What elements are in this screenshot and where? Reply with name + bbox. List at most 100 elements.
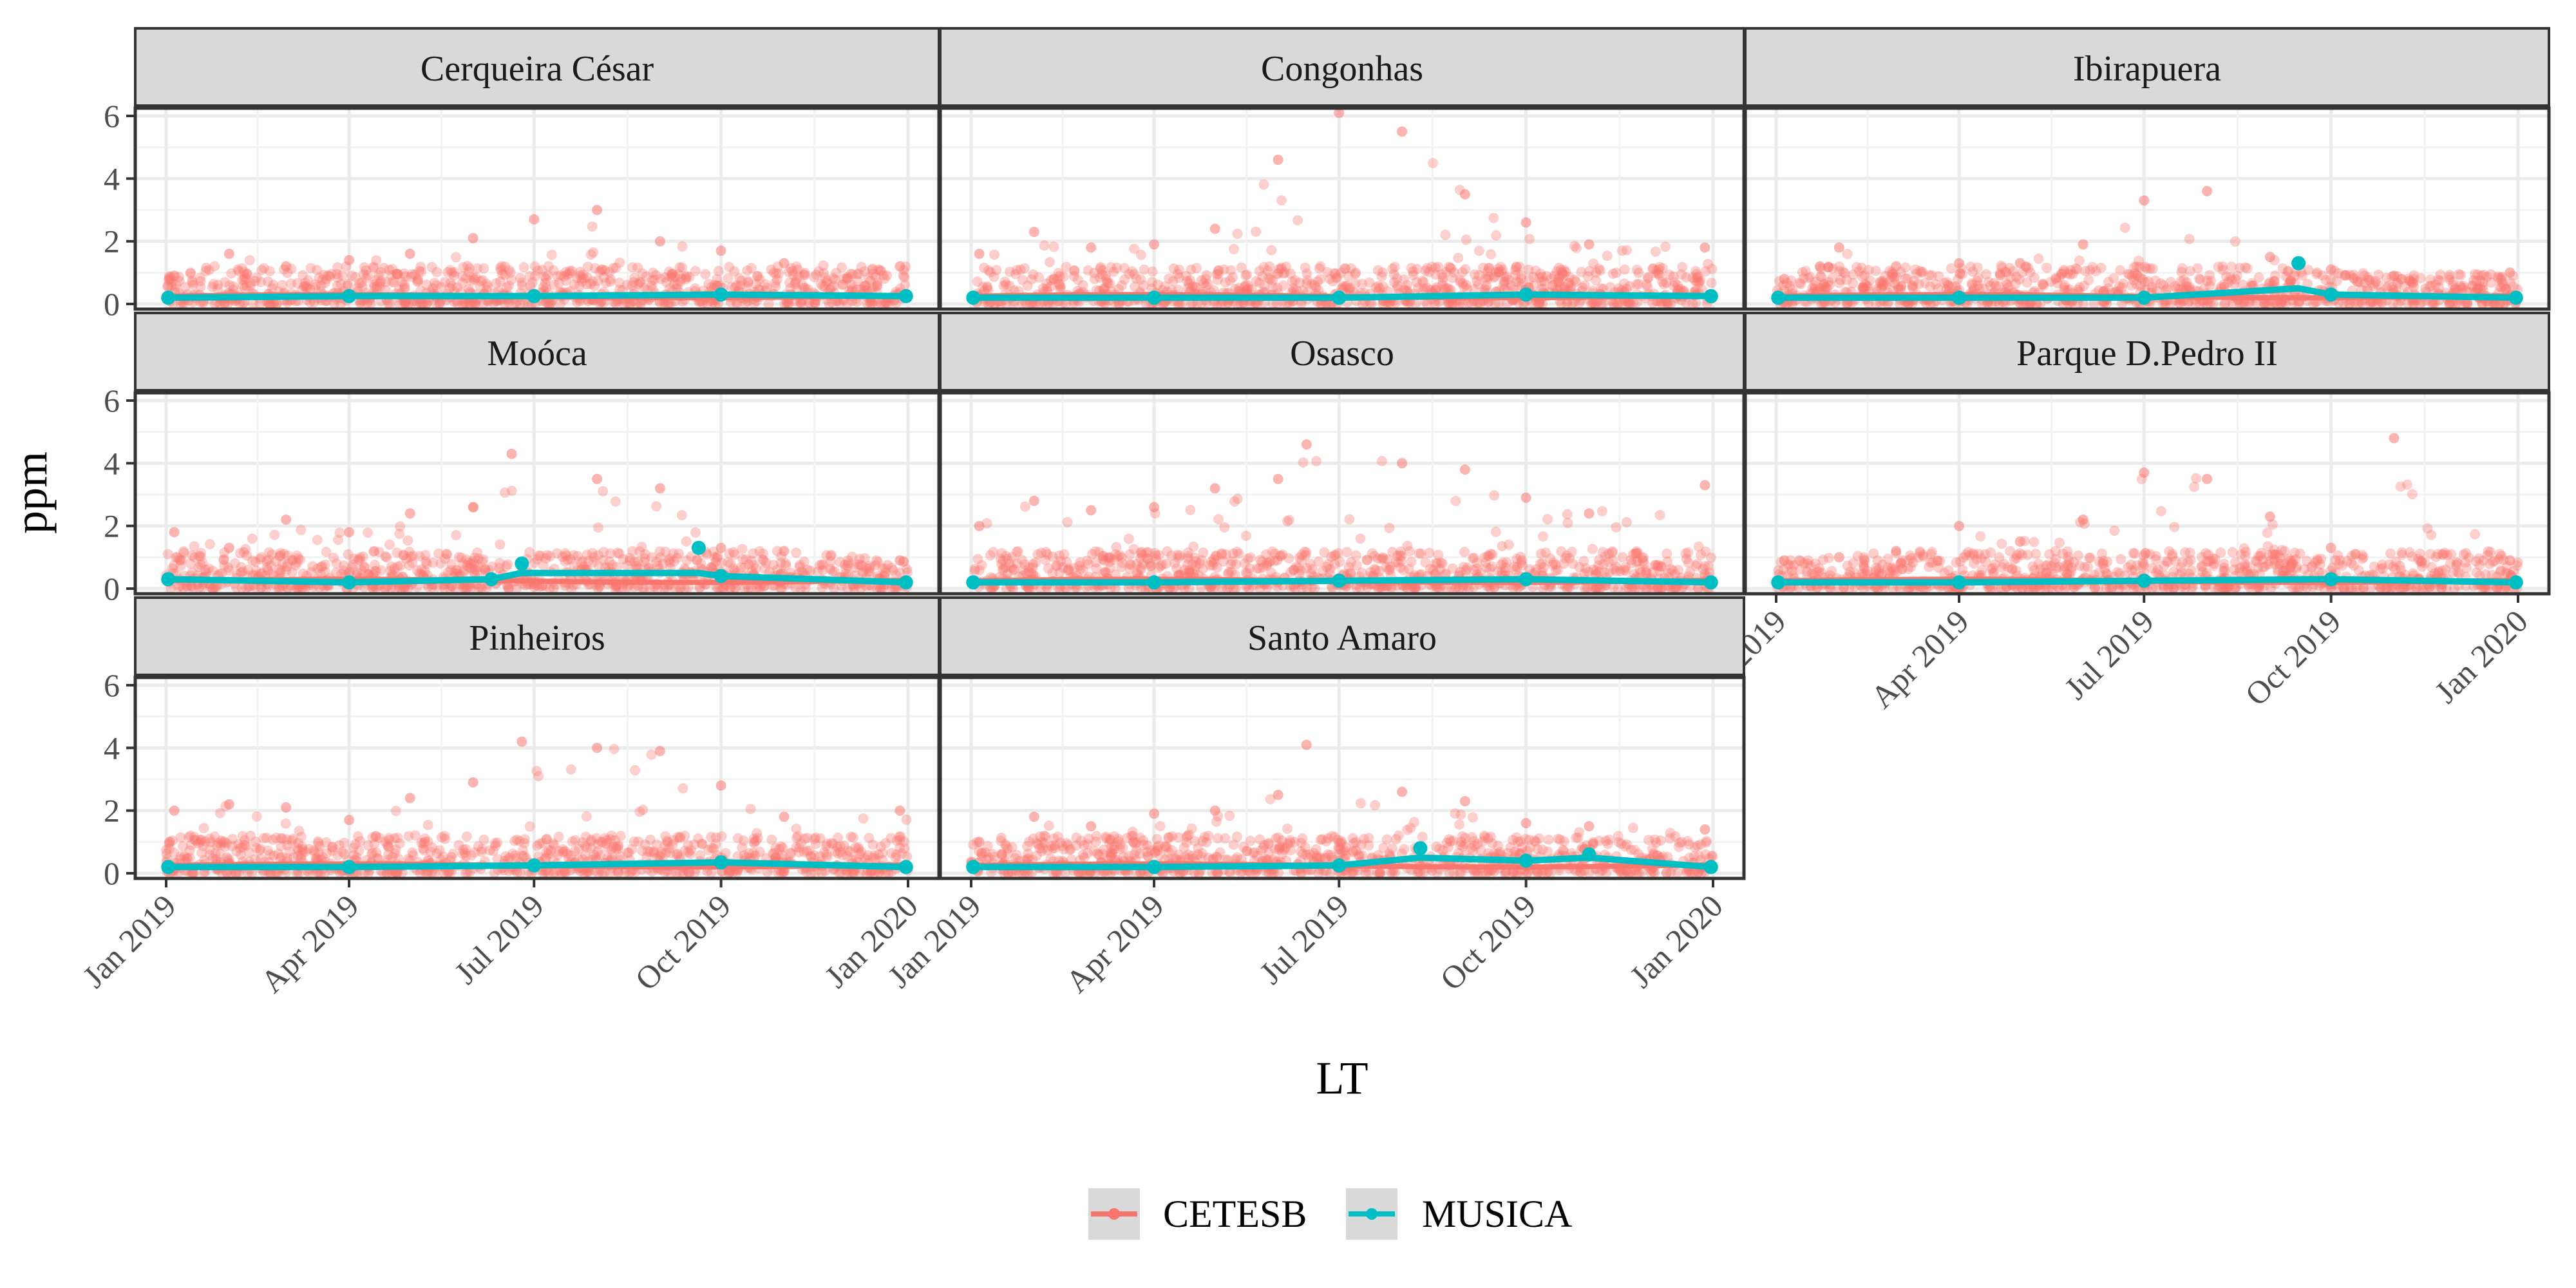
data-point-cetesb [1291,285,1302,296]
data-point-cetesb [880,567,891,578]
data-point-cetesb [870,271,881,282]
data-point-cetesb [1926,270,1937,281]
data-point-cetesb [1472,276,1482,287]
data-point-cetesb [1412,263,1423,274]
data-point-cetesb [317,561,328,572]
data-point-cetesb [1493,267,1504,278]
data-point-cetesb [1402,540,1413,551]
data-point-cetesb [703,278,714,289]
data-point-cetesb [578,269,589,280]
data-point-cetesb [674,262,685,273]
data-point-cetesb [2010,278,2021,289]
data-point-cetesb [552,270,563,281]
data-point-cetesb [2181,277,2192,288]
data-point-cetesb [2146,285,2157,296]
data-point-cetesb [509,298,520,309]
data-point-cetesb [1345,568,1356,579]
data-point-cetesb [2217,265,2228,276]
data-point-cetesb [1445,262,1455,273]
data-point-cetesb [301,281,312,292]
data-point-cetesb [608,263,619,274]
data-point-cetesb [1127,266,1138,277]
data-point-cetesb [2407,276,2417,287]
data-point-cetesb [696,558,706,569]
data-point-cetesb [1877,279,1888,290]
data-point-cetesb [2143,276,2154,287]
data-point-cetesb [2242,263,2253,274]
data-point-cetesb [368,546,379,557]
data-point-cetesb [1132,558,1142,569]
data-point-cetesb [1875,278,1886,289]
data-point-cetesb [1619,565,1630,575]
data-point-cetesb [1105,562,1116,573]
data-point-cetesb [1819,279,1829,290]
data-point-cetesb [174,554,185,565]
data-point-cetesb [2221,271,2231,282]
data-point-cetesb [851,296,862,307]
data-point-cetesb [1954,258,1965,269]
data-point-cetesb [1012,558,1023,569]
data-point-cetesb [176,554,187,565]
data-point-cetesb [667,272,678,283]
data-point-cetesb [274,551,285,562]
data-point-cetesb [868,281,879,292]
data-point-cetesb [659,583,670,594]
data-point-cetesb [2052,278,2063,289]
data-point-cetesb [1040,554,1051,565]
data-point-cetesb [1196,275,1207,286]
data-point-cetesb [605,274,616,285]
data-point-cetesb [876,265,887,276]
data-point-cetesb [185,268,196,279]
data-point-cetesb [460,583,471,594]
data-point-cetesb [1124,559,1135,569]
data-point-cetesb [1046,275,1057,285]
data-point-cetesb [458,261,469,272]
data-point-cetesb [2103,276,2114,287]
data-point-cetesb [1258,179,1269,190]
data-point-cetesb [1323,559,1334,570]
data-point-cetesb [1365,567,1376,578]
data-point-cetesb [2157,298,2168,309]
data-point-cetesb [1406,263,1417,274]
data-point-cetesb [1395,550,1406,561]
data-point-cetesb [1611,565,1622,576]
data-point-cetesb [1835,274,1846,285]
data-point-cetesb [799,269,810,280]
data-point-cetesb [1343,562,1354,573]
data-point-cetesb [1469,284,1480,295]
data-point-cetesb [1916,267,1927,278]
data-point-cetesb [2260,298,2271,309]
data-point-cetesb [446,580,457,591]
data-point-cetesb [754,545,765,556]
data-point-cetesb [1841,274,1852,285]
data-point-cetesb [386,561,397,572]
data-point-cetesb [419,566,430,576]
data-point-cetesb [1627,583,1638,594]
data-point-cetesb [282,558,293,569]
data-point-cetesb [1141,547,1152,558]
data-point-cetesb [231,582,242,593]
data-point-cetesb [592,205,603,215]
data-point-cetesb [1933,271,1944,281]
data-point-cetesb [1186,298,1197,309]
data-point-cetesb [1108,267,1119,277]
data-point-cetesb [2096,262,2107,273]
data-point-cetesb [1202,279,1213,290]
data-point-cetesb [843,558,854,569]
data-point-cetesb [1196,554,1207,565]
data-point-cetesb [236,582,247,593]
data-point-cetesb [779,258,790,269]
data-point-cetesb [1557,267,1567,278]
data-point-cetesb [1523,264,1534,275]
data-point-cetesb [1386,582,1397,593]
data-point-cetesb [1656,296,1667,307]
data-point-cetesb [1488,213,1499,223]
data-point-cetesb [1489,582,1500,593]
data-point-cetesb [1548,560,1558,571]
data-point-cetesb [813,266,824,277]
data-point-cetesb [506,448,517,459]
data-point-cetesb [1576,267,1587,278]
data-point-cetesb [618,298,629,309]
data-point-cetesb [387,276,397,287]
data-point-cetesb [1696,549,1707,560]
